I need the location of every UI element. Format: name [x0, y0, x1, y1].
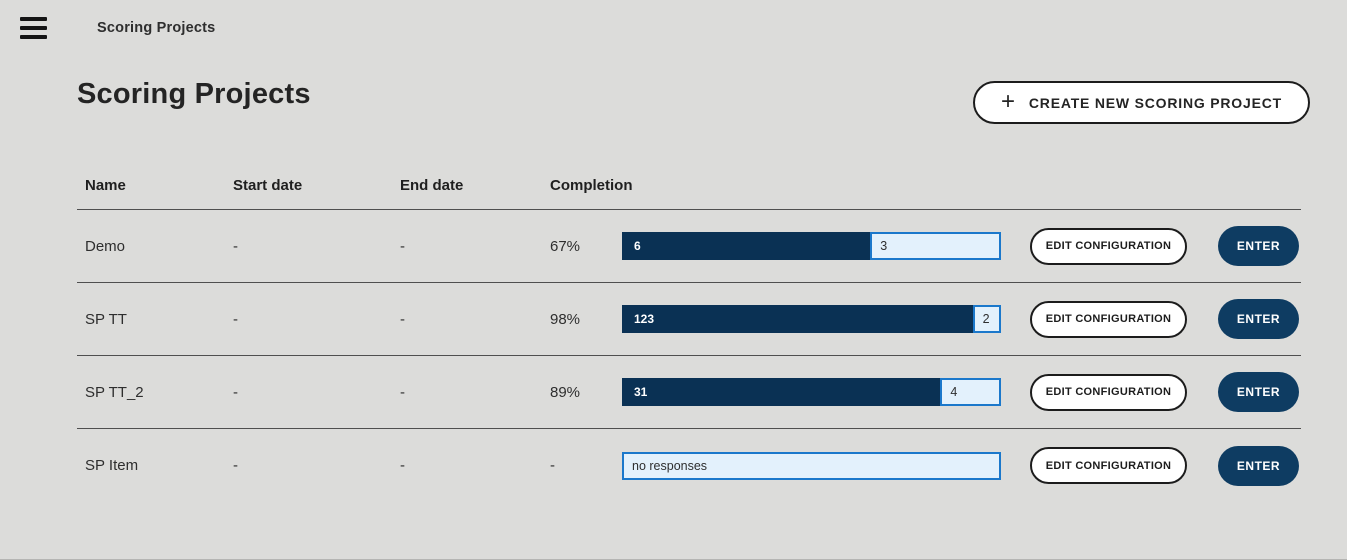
project-name: SP TT	[85, 310, 127, 328]
topbar: Scoring Projects	[0, 0, 1347, 56]
completion-bar-remaining: 4	[940, 378, 1001, 406]
column-header-end-date: End date	[400, 177, 464, 194]
completion-percent: 89%	[550, 383, 581, 401]
column-header-name: Name	[85, 177, 126, 194]
start-date: -	[233, 237, 238, 255]
table-row: Demo - - 67% 6 3 EDIT CONFIGURATION ENTE…	[77, 210, 1301, 283]
table-row: SP TT_2 - - 89% 31 4 EDIT CONFIGURATION …	[77, 356, 1301, 429]
edit-cell: EDIT CONFIGURATION	[1001, 300, 1187, 338]
topbar-title: Scoring Projects	[97, 20, 216, 36]
completion-bar-remaining: no responses	[622, 451, 1001, 480]
project-name: SP Item	[85, 457, 139, 474]
end-date: -	[400, 237, 405, 255]
edit-configuration-button[interactable]: EDIT CONFIGURATION	[1030, 373, 1187, 411]
table-row: SP Item - - - no responses EDIT CONFIGUR…	[77, 429, 1301, 502]
create-button-label: CREATE NEW SCORING PROJECT	[1028, 94, 1282, 111]
project-name: Demo	[85, 237, 126, 255]
edit-cell: EDIT CONFIGURATION	[1001, 447, 1187, 484]
end-date: -	[400, 310, 405, 328]
start-date: -	[233, 310, 238, 328]
start-date: -	[233, 457, 238, 474]
project-name: SP TT_2	[85, 383, 144, 401]
end-date: -	[400, 383, 405, 401]
completion-bar: 123 2	[622, 305, 1001, 333]
enter-cell: ENTER	[1187, 226, 1299, 266]
table-header-row: Name Start date End date Completion	[77, 162, 1301, 210]
column-header-completion: Completion	[550, 177, 633, 194]
hamburger-menu-icon[interactable]	[20, 17, 47, 39]
enter-cell: ENTER	[1187, 372, 1299, 412]
enter-cell: ENTER	[1187, 445, 1299, 486]
enter-button[interactable]: ENTER	[1218, 299, 1299, 339]
start-date: -	[233, 383, 238, 401]
table-row: SP TT - - 98% 123 2 EDIT CONFIGURATION E…	[77, 283, 1301, 356]
completion-bar-remaining: 2	[972, 305, 1001, 333]
projects-table: Name Start date End date Completion Demo…	[77, 162, 1301, 502]
column-header-start-date: Start date	[233, 177, 303, 194]
completion-bar: 31 4	[622, 378, 1001, 406]
edit-cell: EDIT CONFIGURATION	[1001, 373, 1187, 411]
enter-button[interactable]: ENTER	[1218, 372, 1299, 412]
completion-bar-done: 123	[622, 305, 973, 333]
end-date: -	[400, 457, 405, 474]
page-title: Scoring Projects	[77, 78, 311, 110]
edit-configuration-button[interactable]: EDIT CONFIGURATION	[1030, 447, 1187, 484]
completion-bar-done: 6	[622, 232, 871, 260]
completion-percent: 67%	[550, 237, 581, 255]
create-new-scoring-project-button[interactable]: + CREATE NEW SCORING PROJECT	[973, 81, 1310, 124]
plus-icon: +	[1001, 87, 1016, 115]
enter-cell: ENTER	[1187, 299, 1299, 339]
edit-cell: EDIT CONFIGURATION	[1001, 227, 1187, 265]
completion-bar-done: 31	[622, 378, 941, 406]
edit-configuration-button[interactable]: EDIT CONFIGURATION	[1030, 227, 1187, 265]
enter-button[interactable]: ENTER	[1218, 226, 1299, 266]
edit-configuration-button[interactable]: EDIT CONFIGURATION	[1030, 300, 1187, 338]
enter-button[interactable]: ENTER	[1218, 445, 1299, 486]
page-header: Scoring Projects + CREATE NEW SCORING PR…	[77, 78, 1310, 124]
completion-bar: no responses	[622, 451, 1001, 480]
completion-bar-remaining: 3	[870, 232, 1001, 260]
completion-percent: -	[550, 457, 555, 474]
completion-percent: 98%	[550, 310, 581, 328]
completion-bar: 6 3	[622, 232, 1001, 260]
